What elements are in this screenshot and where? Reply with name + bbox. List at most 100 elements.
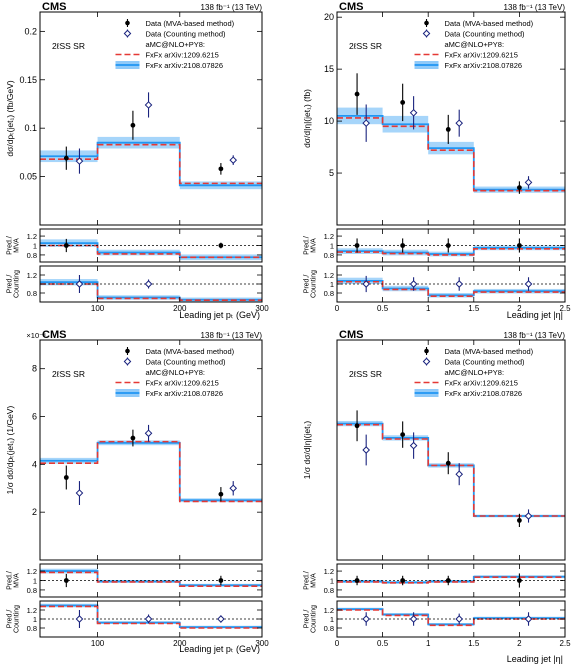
ratio-counting-line-2012 xyxy=(337,280,565,297)
ratio-mva-point-marker xyxy=(63,578,69,583)
lumi-label: 138 fb⁻¹ (13 TeV) xyxy=(201,331,263,340)
data-counting-point-marker xyxy=(229,156,238,164)
ratio-mva-line-2012 xyxy=(337,576,565,584)
ratio-counting-label-line: Counting xyxy=(311,270,318,298)
ratio-counting-ytick-label: 0.8 xyxy=(324,289,334,298)
x-axis-label: Leading jet |η| xyxy=(507,310,563,320)
data-counting-point-marker xyxy=(75,489,84,497)
ratio-counting-ytick-label: 1.2 xyxy=(324,606,334,615)
region-label: 2ℓSS SR xyxy=(52,369,85,379)
data-counting-point-marker xyxy=(229,484,238,493)
data-counting-point-marker xyxy=(524,512,533,520)
ratio-mva-label-line: Pred./ xyxy=(304,571,311,590)
data-counting-point-marker xyxy=(409,108,418,117)
ratio-counting-label-line: Counting xyxy=(14,605,21,633)
ratio-counting-ytick-label: 1 xyxy=(330,615,334,624)
legend-2021-label: FxFx arXiv:2108.07826 xyxy=(145,389,223,398)
cms-label: CMS xyxy=(339,329,363,341)
main-frame xyxy=(336,11,566,226)
y-axis-label: 1/σ dσ/d|η|(jet₁) xyxy=(302,421,312,480)
x-tick-label: 2 xyxy=(517,639,522,648)
ratio-mva-ytick-label: 0.8 xyxy=(324,586,334,595)
data-counting-point-marker xyxy=(144,101,153,109)
ratio-counting-point-marker xyxy=(75,280,84,288)
ratio-counting-label-line: Counting xyxy=(14,270,21,298)
region-label: 2ℓSS SR xyxy=(52,41,85,51)
data-counting-point-marker xyxy=(75,157,84,165)
main-ytick-label: 2 xyxy=(32,507,37,517)
ratio-mva-label-line: Pred./ xyxy=(7,571,14,590)
ratio-counting-line-2012 xyxy=(40,605,262,629)
x-tick-label: 100 xyxy=(91,304,105,313)
ratio-counting-point-marker xyxy=(524,280,533,288)
legend-2021-label: FxFx arXiv:2108.07826 xyxy=(445,61,523,70)
lumi-label: 138 fb⁻¹ (13 TeV) xyxy=(504,331,566,340)
legend-mva-marker xyxy=(424,348,429,354)
panel-br: CMS 138 fb⁻¹ (13 TeV) 2ℓSS SR 1/σ dσ/d|η|(j… xyxy=(302,329,571,664)
main-ytick-label: 20 xyxy=(324,12,334,22)
main-frame xyxy=(336,339,566,561)
data-counting-point-marker xyxy=(455,119,464,127)
ratio-counting-ytick-label: 1 xyxy=(330,280,334,289)
x-tick-label: 0.5 xyxy=(377,304,389,313)
ratio-mva-ytick-label: 1.2 xyxy=(324,567,334,576)
main-ytick-label: 8 xyxy=(32,364,37,374)
data-counting-point-marker xyxy=(524,178,533,187)
ratio-mva-point-marker xyxy=(400,578,406,583)
legend-counting-marker xyxy=(123,29,132,38)
ratio-mva-ytick-label: 1 xyxy=(330,577,334,586)
data-counting-point-marker xyxy=(409,441,418,450)
ratio-mva-ytick-label: 1 xyxy=(33,577,37,586)
x-tick-label: 200 xyxy=(173,304,187,313)
data-mva-point-marker xyxy=(517,518,522,523)
ratio-counting-label-line: Pred./ xyxy=(304,275,311,294)
ratio-counting-ytick-label: 1.2 xyxy=(27,271,37,280)
ratio-counting-point-marker xyxy=(144,280,153,288)
data-mva-point-marker xyxy=(218,166,224,172)
x-axis-label: Leading jet |η| xyxy=(507,654,563,664)
x-tick-label: 1.5 xyxy=(468,639,480,648)
x-tick-label: 0 xyxy=(335,304,340,313)
main-line-2012 xyxy=(40,143,262,185)
legend-2012-label: FxFx arXiv:1209.6215 xyxy=(145,51,218,60)
data-mva-point-marker xyxy=(400,432,406,437)
x-tick-label: 2 xyxy=(517,304,522,313)
ratio-counting-label-line: Pred./ xyxy=(7,610,14,629)
ratio-mva-label-line: MVA xyxy=(14,573,21,588)
main-line-2021 xyxy=(40,441,262,502)
ratio-counting-line-2012 xyxy=(40,283,262,301)
legend-counting-marker xyxy=(123,357,132,366)
legend-2012-label: FxFx arXiv:1209.6215 xyxy=(445,379,518,388)
ratio-counting-point-marker xyxy=(217,615,225,623)
x-tick-label: 300 xyxy=(255,304,269,313)
cms-label: CMS xyxy=(42,329,66,341)
legend-mva-marker xyxy=(424,20,429,26)
legend-counting-label: Data (Counting method) xyxy=(145,358,226,367)
ratio-mva-ytick-label: 0.8 xyxy=(27,586,37,595)
ratio-counting-line-2021 xyxy=(40,281,262,301)
ratio-counting-point-marker xyxy=(524,615,533,623)
legend-counting-marker xyxy=(422,29,431,38)
ratio-mva-point-marker xyxy=(517,578,522,583)
main-ytick-label: 0.05 xyxy=(19,172,37,182)
panel-bl: 2 4 6 8 CMS 138 fb⁻¹ (13 TeV) ×10⁻³ 2ℓSS SR 1/σ … xyxy=(5,329,269,654)
x-tick-label: 1 xyxy=(426,304,431,313)
data-counting-point-marker xyxy=(455,470,464,479)
ratio-mva-ytick-label: 0.8 xyxy=(324,251,334,260)
legend-2021-label: FxFx arXiv:2108.07826 xyxy=(445,389,523,398)
legend-2012-label: FxFx arXiv:1209.6215 xyxy=(445,51,518,60)
legend-header: aMC@NLO+PY8: xyxy=(445,368,505,377)
ratio-counting-point-marker xyxy=(455,615,464,623)
ratio-mva-ytick-label: 1.2 xyxy=(324,232,334,241)
data-mva-point-marker xyxy=(517,185,522,190)
x-axis-label: Leading jet pₜ (GeV) xyxy=(179,644,260,654)
x-tick-label: 2.5 xyxy=(559,304,571,313)
ratio-mva-point-marker xyxy=(218,243,224,248)
ratio-mva-label: Pred./MVA xyxy=(7,236,21,255)
legend-mva-label: Data (MVA-based method) xyxy=(445,19,534,28)
y-axis-label: 1/σ dσ/dpₜ(jet₁) (1/GeV) xyxy=(5,406,15,495)
x-tick-label: 0 xyxy=(335,639,340,648)
data-counting-point-marker xyxy=(144,429,153,438)
ratio-mva-point-marker xyxy=(445,243,451,248)
